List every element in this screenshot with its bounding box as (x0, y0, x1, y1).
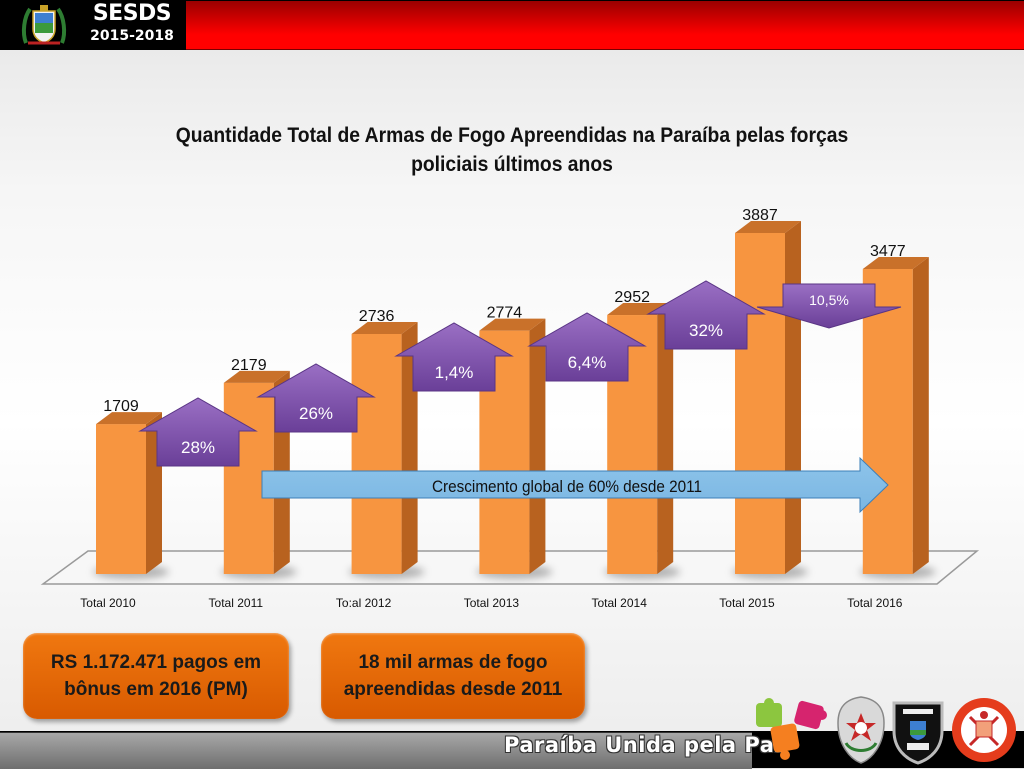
x-tick-label: Total 2010 (80, 596, 136, 610)
puzzle-logo-icon (756, 698, 827, 760)
chart-title-line-1: Quantidade Total de Armas de Fogo Apreen… (175, 124, 849, 147)
arrow-shape (756, 283, 902, 329)
data-label: 3887 (742, 207, 778, 224)
bar-side (529, 318, 546, 574)
bar-top (479, 318, 546, 331)
bar-front (351, 333, 402, 574)
policia-civil-badge-icon (892, 701, 944, 765)
chart-title-line-2: policiais últimos anos (411, 153, 613, 176)
percent-label: 26% (299, 404, 333, 423)
arrow-shape (256, 363, 376, 433)
data-label: 2179 (231, 357, 267, 374)
header-red-band (186, 1, 1024, 50)
arrow-shape (394, 322, 514, 392)
x-tick-label: Total 2014 (592, 596, 648, 610)
percent-label: 1,4% (435, 363, 474, 382)
arrow-shape (527, 312, 647, 382)
arrow-shape (646, 280, 766, 350)
x-tick-label: To:al 2012 (336, 596, 392, 610)
bar-top (862, 256, 929, 269)
state-crest-icon (21, 5, 67, 45)
brand-years: 2015-2018 (90, 28, 174, 44)
footer-slogan: Paraíba Unida pela Paz (504, 733, 788, 757)
percent-label: 6,4% (568, 353, 607, 372)
data-label: 2774 (487, 305, 523, 322)
brand: SESDS 2015-2018 (82, 2, 182, 46)
bar-6 (859, 256, 936, 579)
bar-front (735, 233, 785, 574)
info-box-weapons-line-2: apreendidas desde 2011 (343, 679, 563, 700)
increase-arrow-1: 26% (256, 363, 376, 433)
data-label: 3477 (870, 243, 906, 260)
bar-side (785, 221, 801, 574)
bar-top (351, 321, 418, 334)
x-tick-label: Total 2013 (464, 596, 520, 610)
x-tick-label: Total 2015 (719, 596, 775, 610)
trend-arrow-shape (261, 456, 889, 514)
info-box-total-weapons: 18 mil armas de fogo apreendidas desde 2… (321, 633, 585, 719)
info-box-bonus-line-2: bônus em 2016 (PM) (64, 679, 248, 700)
info-box-weapons-line-1: 18 mil armas de fogo (358, 652, 548, 673)
info-box-bonus-line-1: RS 1.172.471 pagos em (50, 652, 262, 673)
trend-arrow: Crescimento global de 60% desde 2011 (261, 456, 889, 514)
policia-militar-badge-icon (837, 696, 885, 764)
data-label: 1709 (103, 398, 139, 415)
bar-front (96, 424, 146, 574)
x-tick-label: Total 2016 (847, 596, 903, 610)
info-box-bonus: RS 1.172.471 pagos em bônus em 2016 (PM) (23, 633, 289, 719)
data-label: 2736 (359, 308, 395, 325)
x-tick-label: Total 2011 (209, 596, 264, 610)
percent-label: 32% (689, 321, 723, 340)
decrease-arrow-5: 10,5% (756, 283, 902, 329)
bombeiros-badge-icon (952, 698, 1016, 762)
increase-arrow-3: 6,4% (527, 312, 647, 382)
footer-gray-band (0, 732, 752, 769)
bar-top (735, 221, 801, 233)
bar-chart: 1709 2179 2736 2774 2952 3887 3477 Total 2010 T… (40, 207, 980, 610)
increase-arrow-2: 1,4% (394, 322, 514, 392)
bar-front (862, 268, 913, 574)
trend-arrow-label: Crescimento global de 60% desde 2011 (432, 477, 702, 496)
data-label: 2952 (614, 289, 650, 306)
bar-side (912, 256, 929, 574)
bar-0 (93, 412, 169, 579)
increase-arrow-0: 28% (138, 397, 258, 467)
bar-top (96, 412, 162, 425)
increase-arrow-4: 32% (646, 280, 766, 350)
header-bar: SESDS 2015-2018 (0, 0, 1024, 50)
bar-side (657, 303, 674, 574)
brand-title: SESDS (92, 1, 172, 26)
chart-title: Quantidade Total de Armas de Fogo Apreen… (133, 121, 891, 179)
bar-top (223, 370, 290, 383)
percent-label: 28% (181, 438, 215, 457)
arrow-shape (138, 397, 258, 467)
percent-label: 10,5% (809, 292, 849, 308)
bar-5 (732, 221, 808, 579)
